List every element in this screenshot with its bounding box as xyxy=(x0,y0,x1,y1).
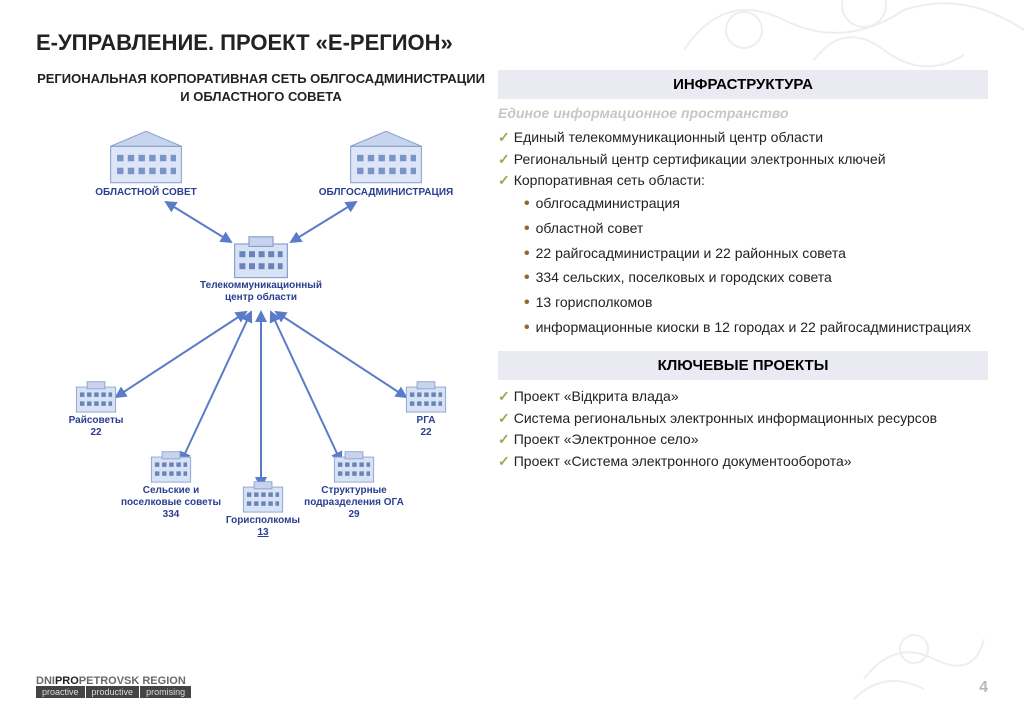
project-item: Система региональных электронных информа… xyxy=(498,408,988,430)
infra-sub-item: 334 сельских, поселковых и городских сов… xyxy=(524,266,988,291)
node-struct: Структурные подразделения ОГА 29 xyxy=(294,447,414,521)
node-rga: РГА 22 xyxy=(386,377,466,439)
projects-list: Проект «Відкрита влада» Система регионал… xyxy=(498,386,988,473)
node-oga: ОБЛГОСАДМИНИСТРАЦИЯ xyxy=(306,127,466,199)
infra-list: Единый телекоммуникационный центр област… xyxy=(498,127,988,341)
infra-header: ИНФРАСТРУКТУРА xyxy=(498,70,988,99)
page-title: Е-УПРАВЛЕНИЕ. ПРОЕКТ «Е-РЕГИОН» xyxy=(36,30,988,56)
infra-subtitle: Единое информационное пространство xyxy=(498,105,988,121)
infra-item: Корпоративная сеть области: облгосадмини… xyxy=(498,170,988,340)
infra-sub-item: облгосадминистрация xyxy=(524,192,988,217)
node-center: Телекоммуникационный центр области xyxy=(191,232,331,304)
node-oblsovet: ОБЛАСТНОЙ СОВЕТ xyxy=(76,127,216,199)
project-item: Проект «Відкрита влада» xyxy=(498,386,988,408)
diagram-title: РЕГИОНАЛЬНАЯ КОРПОРАТИВНАЯ СЕТЬ ОБЛГОСАД… xyxy=(36,70,486,105)
network-diagram: ОБЛАСТНОЙ СОВЕТ ОБЛГОСАДМИНИСТРАЦИЯ Теле… xyxy=(36,117,486,557)
infra-sub-item: 22 райгосадминистрации и 22 районных сов… xyxy=(524,242,988,267)
brand-block: DNIPROPETROVSK REGION proactiveproductiv… xyxy=(36,675,192,697)
infra-sub-item: 13 горисполкомов xyxy=(524,291,988,316)
infra-sub-item: информационные киоски в 12 городах и 22 … xyxy=(524,316,988,341)
projects-header: КЛЮЧЕВЫЕ ПРОЕКТЫ xyxy=(498,351,988,380)
node-sel: Сельские и поселковые советы 334 xyxy=(116,447,226,521)
infra-item: Региональный центр сертификации электрон… xyxy=(498,149,988,171)
node-raysovety: Райсоветы 22 xyxy=(51,377,141,439)
project-item: Проект «Электронное село» xyxy=(498,429,988,451)
project-item: Проект «Система электронного документооб… xyxy=(498,451,988,473)
page-number: 4 xyxy=(979,679,988,697)
infra-sub-item: областной совет xyxy=(524,217,988,242)
infra-item: Единый телекоммуникационный центр област… xyxy=(498,127,988,149)
